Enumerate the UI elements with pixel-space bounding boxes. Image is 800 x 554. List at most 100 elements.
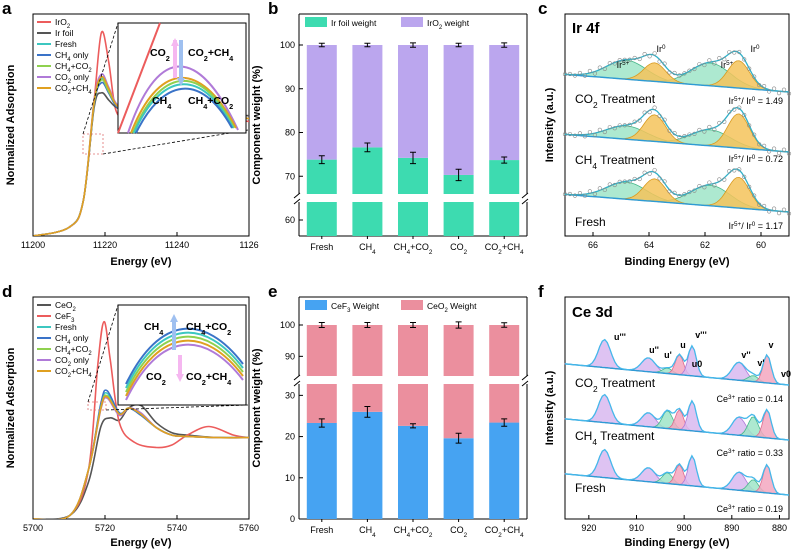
panel-a-inset: CO2 CO2+CH4 CH4 CH4+CO2: [117, 22, 247, 134]
c-data-point: [612, 61, 617, 66]
panel-a-inset-iro2-curve: [117, 22, 161, 134]
a-legend-label: Fresh: [55, 39, 77, 49]
c-data-point: [762, 143, 767, 148]
e-xtick-label: CO2+CH4: [485, 525, 524, 539]
c-data-point: [752, 193, 757, 198]
panel-a-zoom-box: [82, 133, 104, 155]
b-ytick-label: 90: [285, 84, 295, 94]
c-data-point: [712, 127, 717, 132]
d-legend-label: Fresh: [55, 322, 77, 332]
panel-a: a 11200 11220 11240 1126 Energy (eV) Normal…: [2, 0, 259, 268]
c-data-point: [722, 119, 727, 124]
f-xtick-label: 890: [724, 523, 739, 533]
panel-d-inset-ch4co2-curve: [125, 335, 244, 393]
b-bar-iro2-weight: [306, 45, 337, 160]
c-data-point: [632, 55, 637, 61]
b-xtick-label: Fresh: [310, 242, 333, 252]
f-xtick-label: 900: [677, 523, 692, 533]
c-data-point: [637, 118, 642, 123]
a-xtick-label: 1126: [239, 240, 258, 250]
c-data-point: [786, 151, 792, 156]
panel-f-title: Ce 3d: [572, 304, 613, 321]
c-data-point: [562, 192, 568, 197]
panel-d-inset-fresh-curve: [125, 331, 244, 389]
panel-d-label: d: [2, 282, 12, 301]
c-data-point: [707, 124, 712, 130]
c-data-point: [647, 109, 652, 115]
c-data-point: [637, 176, 642, 182]
panel-f: f Ce 3d CO2 Treatment Ce3+ ratio = 0.14 CH…: [538, 282, 791, 549]
c-data-point: [702, 185, 707, 190]
panel-d-inset-label: CO2+CH4: [186, 371, 232, 387]
c-row-name: Fresh: [575, 215, 606, 229]
f-peak-label: v': [757, 358, 764, 368]
c-data-point: [732, 50, 737, 55]
f-row-ratio: Ce3+ ratio = 0.19: [717, 504, 784, 515]
panel-e-yticks: 0 10 20 30 90 100: [280, 320, 303, 524]
b-errorbar-bottom: [364, 142, 371, 153]
panel-f-label: f: [538, 282, 544, 301]
f-xtick-label: 910: [629, 523, 644, 533]
d-legend-label: CeO2: [55, 300, 76, 313]
c-data-point: [752, 132, 757, 137]
c-data-point: [742, 57, 747, 62]
c-data-point: [572, 73, 578, 78]
panel-d-inset-co2-curve: [125, 343, 244, 401]
b-bar-iro2-weight: [398, 45, 428, 158]
panel-d-inset-label: CO2: [146, 371, 166, 387]
f-peak-label: u'': [649, 345, 659, 355]
c-data-point: [776, 211, 782, 216]
panel-a-zoom-line-top: [82, 22, 119, 135]
c-data-point: [607, 182, 612, 187]
c-data-point: [602, 129, 607, 135]
a-xtick-label: 11200: [21, 240, 45, 250]
e-bar-cef3-weight: [352, 411, 383, 519]
e-errorbar-bottom: [410, 423, 416, 429]
c-data-point: [766, 209, 772, 214]
panel-a-inset-arrow-up-head: [171, 38, 179, 46]
f-xtick-label: 880: [772, 523, 787, 533]
c-data-point: [702, 129, 707, 134]
e-legend-label: CeF3 Weight: [331, 301, 380, 314]
c-data-point: [672, 131, 677, 136]
panel-f-spectra: CO2 Treatment Ce3+ ratio = 0.14 CH4 Treatm…: [564, 330, 791, 515]
c-data-point: [602, 187, 607, 193]
panel-b-yticks: 60 70 80 90 100: [280, 40, 303, 225]
d-xtick-label: 5760: [239, 523, 259, 533]
b-errorbar-top: [455, 42, 462, 48]
e-bar-cef3-weight: [443, 438, 474, 519]
panel-d-frame: [32, 296, 250, 520]
c-data-point: [667, 70, 672, 75]
c-data-point: [717, 120, 722, 126]
f-row-ratio: Ce3+ ratio = 0.14: [717, 394, 784, 405]
panel-a-inset-label: CO2: [150, 47, 170, 63]
c-data-point: [762, 84, 767, 89]
c-data-point: [771, 146, 777, 151]
c-data-point: [702, 62, 707, 68]
c-data-point: [647, 171, 652, 176]
c-data-point: [766, 89, 772, 94]
e-bar-ceo2-weight: [352, 325, 383, 412]
c-data-point: [622, 57, 627, 62]
e-ytick-label: 0: [290, 514, 295, 524]
b-errorbar-bottom: [318, 155, 325, 165]
f-xtick-label: 920: [581, 523, 596, 533]
b-ytick-label: 70: [285, 171, 295, 181]
d-xtick-label: 5700: [23, 523, 43, 533]
c-xtick-label: 66: [588, 240, 598, 250]
c-data-point: [572, 193, 578, 198]
c-data-point: [657, 59, 662, 64]
c-data-point: [732, 168, 737, 173]
c-data-point: [786, 91, 792, 96]
e-errorbar-bottom: [501, 418, 508, 427]
c-data-point: [607, 61, 612, 66]
c-data-point: [667, 128, 672, 133]
c-data-point: [697, 184, 702, 189]
f-envelope-line: [564, 338, 790, 386]
b-bar-iro2-weight: [489, 45, 520, 161]
e-errorbar-top: [410, 321, 416, 329]
c-envelope-line: [564, 168, 790, 213]
c-data-point: [577, 70, 583, 76]
panel-a-inset-label: CO2+CH4: [188, 47, 234, 63]
